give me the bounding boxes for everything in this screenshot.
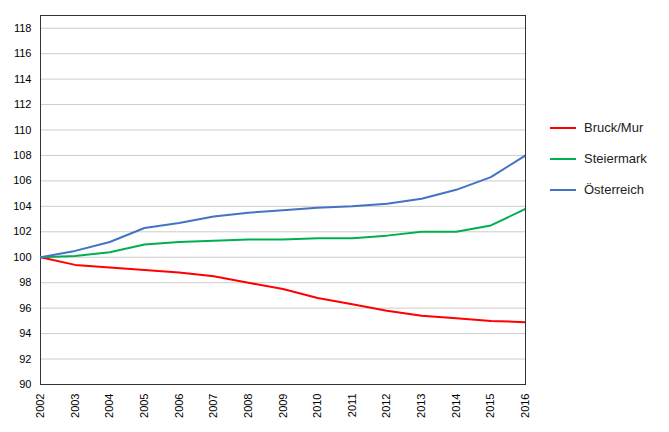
svg-text:2011: 2011 bbox=[346, 394, 358, 418]
svg-text:2012: 2012 bbox=[380, 394, 392, 418]
svg-text:2010: 2010 bbox=[311, 394, 323, 418]
svg-text:2003: 2003 bbox=[69, 394, 81, 418]
svg-text:92: 92 bbox=[19, 353, 31, 365]
svg-text:110: 110 bbox=[14, 124, 32, 136]
svg-text:94: 94 bbox=[19, 327, 31, 339]
html-text:Steiermark: Steiermark bbox=[584, 151, 647, 166]
svg-text:2015: 2015 bbox=[484, 394, 496, 418]
svg-text:2005: 2005 bbox=[138, 394, 150, 418]
svg-text:114: 114 bbox=[14, 73, 32, 85]
html-text:Österreich: Österreich bbox=[584, 182, 644, 197]
svg-text:108: 108 bbox=[13, 149, 31, 161]
svg-text:2004: 2004 bbox=[103, 394, 115, 418]
svg-text:116: 116 bbox=[14, 47, 32, 59]
svg-text:100: 100 bbox=[13, 251, 31, 263]
svg-text:2016: 2016 bbox=[519, 394, 531, 418]
svg-text:2014: 2014 bbox=[450, 394, 462, 418]
svg-text:118: 118 bbox=[14, 22, 32, 34]
svg-text:2007: 2007 bbox=[207, 394, 219, 418]
svg-text:102: 102 bbox=[13, 225, 31, 237]
svg-text:112: 112 bbox=[14, 98, 32, 110]
svg-text:2008: 2008 bbox=[242, 394, 254, 418]
html-text:Bruck/Mur: Bruck/Mur bbox=[584, 120, 644, 135]
svg-text:104: 104 bbox=[13, 200, 31, 212]
svg-text:96: 96 bbox=[19, 302, 31, 314]
svg-text:2006: 2006 bbox=[173, 394, 185, 418]
svg-text:2009: 2009 bbox=[277, 394, 289, 418]
svg-text:90: 90 bbox=[19, 378, 31, 390]
svg-text:2002: 2002 bbox=[34, 394, 46, 418]
svg-text:2013: 2013 bbox=[415, 394, 427, 418]
svg-text:106: 106 bbox=[13, 174, 31, 186]
svg-text:98: 98 bbox=[19, 276, 31, 288]
